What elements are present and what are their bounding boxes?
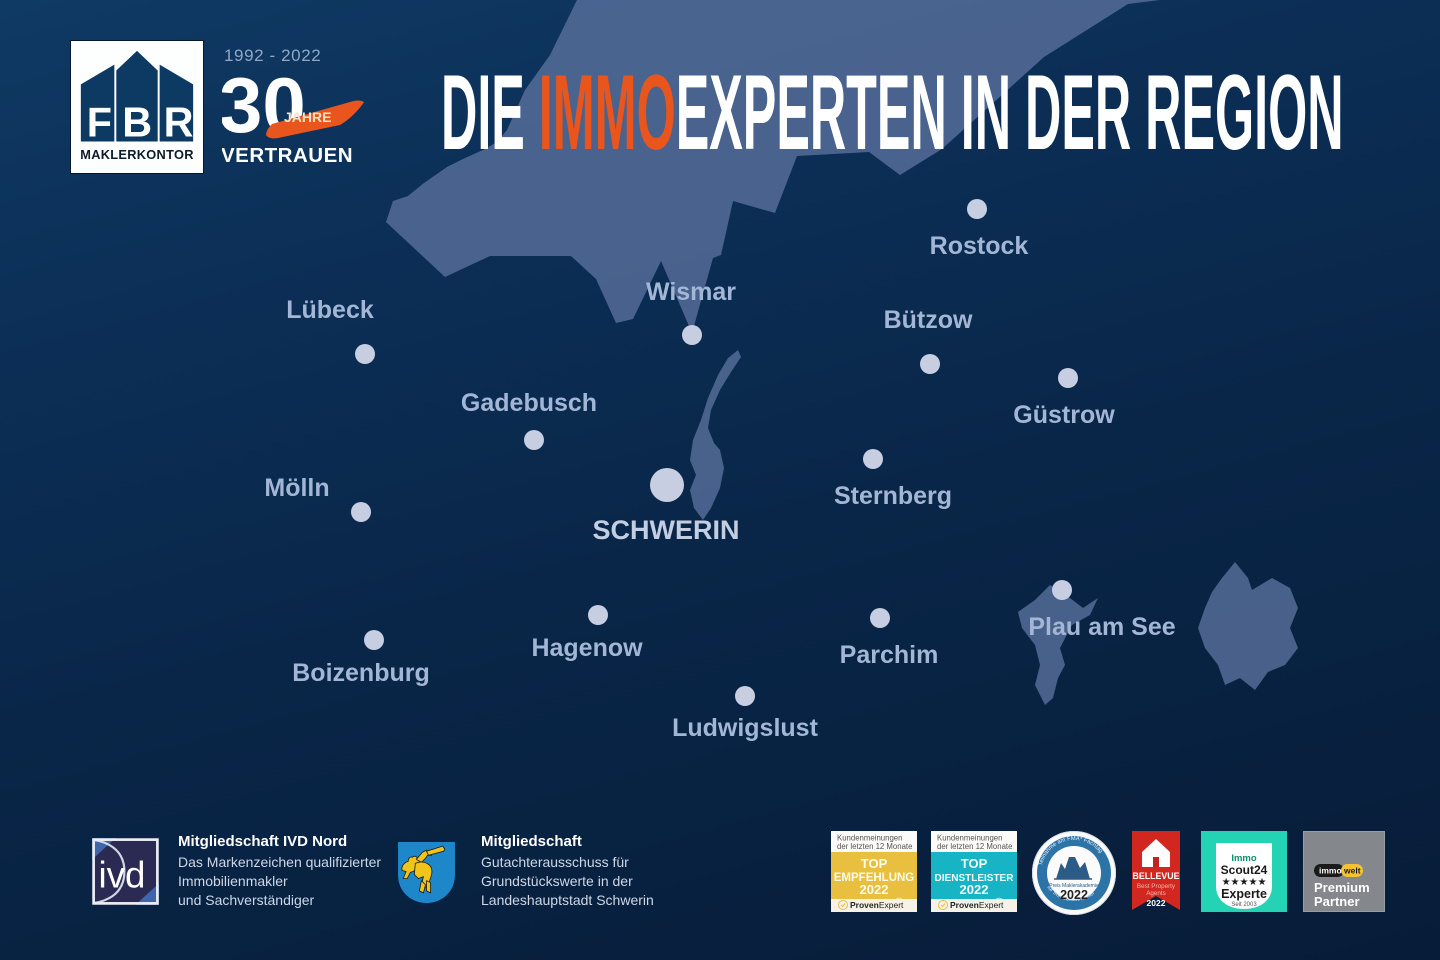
svg-text:ivd: ivd	[98, 855, 145, 896]
svg-text:Experte: Experte	[1221, 887, 1267, 901]
svg-text:2022: 2022	[1147, 898, 1166, 908]
svg-text:Agents: Agents	[1146, 890, 1166, 897]
svg-text:BELLEVUE: BELLEVUE	[1133, 871, 1180, 881]
svg-text:F: F	[87, 100, 112, 146]
svg-text:30: 30	[222, 61, 306, 149]
svg-text:ProvenExpert: ProvenExpert	[950, 900, 1004, 910]
svg-text:2022: 2022	[960, 882, 989, 897]
svg-text:welt: welt	[1343, 866, 1361, 876]
svg-text:2022: 2022	[1060, 888, 1088, 902]
svg-text:MAKLERKONTOR: MAKLERKONTOR	[80, 147, 194, 162]
svg-text:Scout24: Scout24	[1221, 863, 1268, 877]
svg-text:immo: immo	[1319, 866, 1342, 876]
svg-text:Seit 2003: Seit 2003	[1231, 902, 1257, 908]
svg-text:TOP: TOP	[961, 856, 988, 871]
svg-text:B: B	[122, 100, 152, 146]
svg-text:Best Property: Best Property	[1137, 883, 1176, 890]
svg-text:ProvenExpert: ProvenExpert	[850, 900, 904, 910]
svg-text:2022: 2022	[860, 882, 889, 897]
svg-text:TOP: TOP	[861, 856, 888, 871]
svg-text:JAHRE: JAHRE	[284, 109, 331, 125]
svg-text:VERTRAUEN: VERTRAUEN	[222, 144, 353, 167]
svg-text:R: R	[164, 100, 194, 146]
svg-text:Premium: Premium	[1314, 880, 1370, 895]
svg-text:der letzten 12 Monate: der letzten 12 Monate	[937, 842, 1012, 851]
svg-text:Partner: Partner	[1314, 894, 1360, 909]
svg-text:der letzten 12 Monate: der letzten 12 Monate	[837, 842, 912, 851]
